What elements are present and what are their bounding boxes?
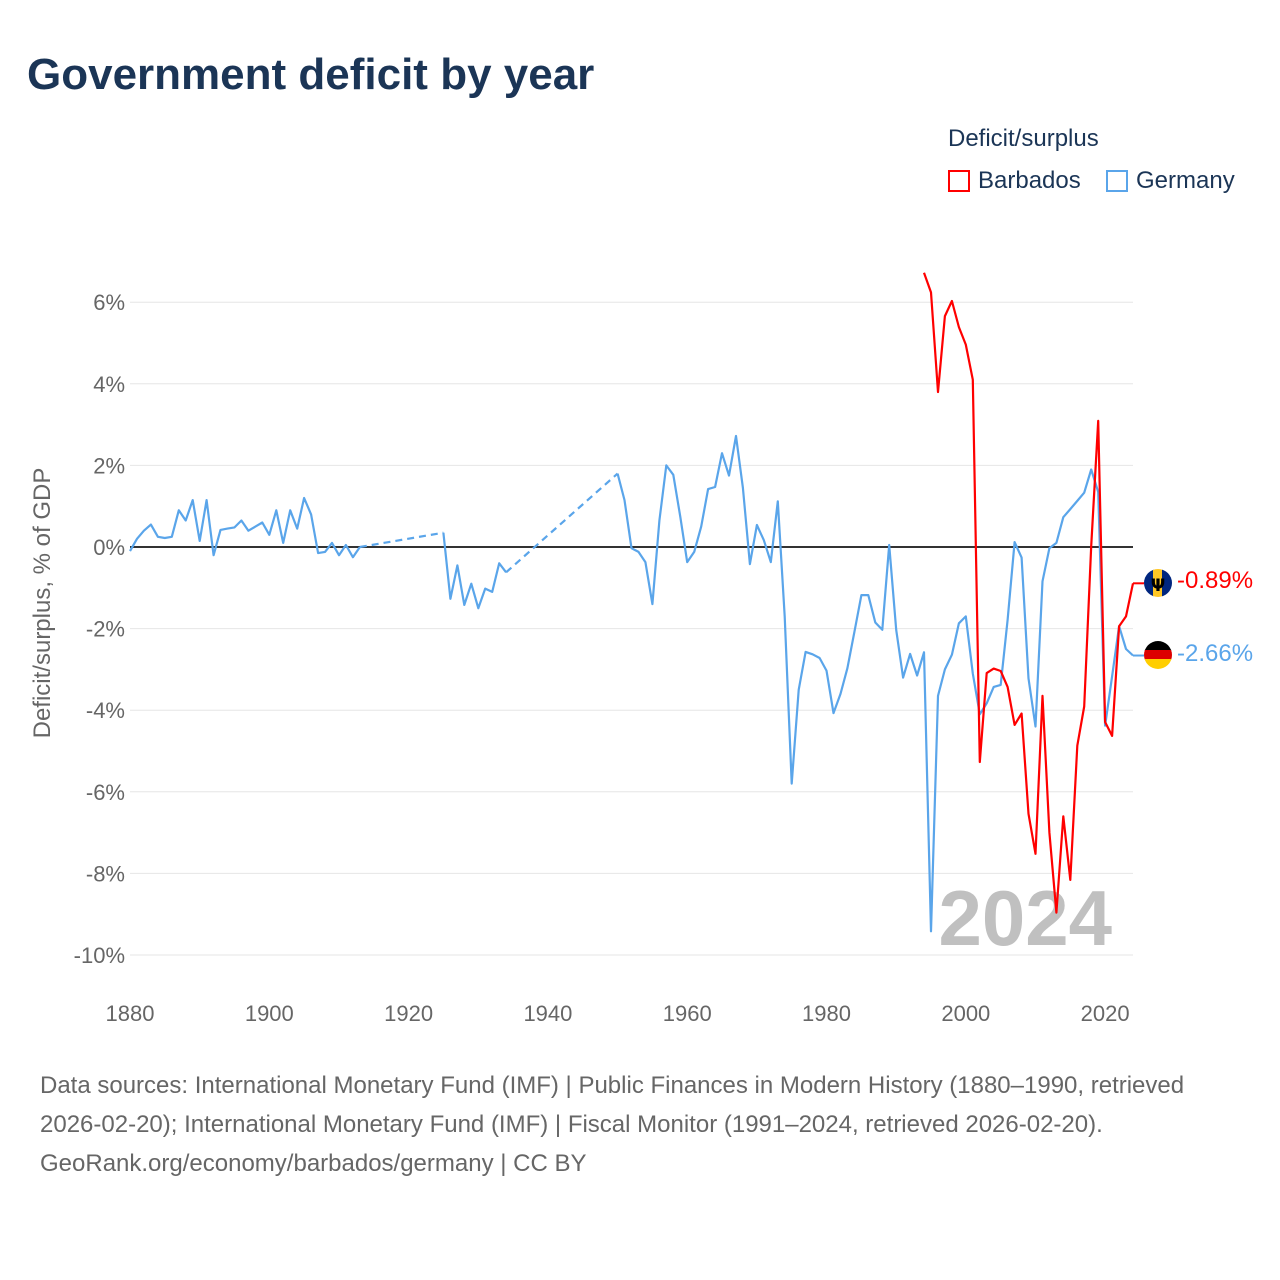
end-label-germany: -2.66% xyxy=(1177,640,1254,667)
y-tick-label: 6% xyxy=(93,290,125,315)
x-tick-label: 1940 xyxy=(523,1001,572,1026)
legend-swatch-germany xyxy=(1106,170,1128,192)
end-label-barbados: -0.89% xyxy=(1177,567,1254,594)
footer: Data sources: International Monetary Fun… xyxy=(40,1066,1240,1183)
svg-text:Ψ: Ψ xyxy=(1151,576,1165,596)
legend-label: Germany xyxy=(1136,167,1235,194)
y-tick-label: -6% xyxy=(86,780,125,805)
x-tick-label: 1920 xyxy=(384,1001,433,1026)
y-tick-label: -8% xyxy=(86,861,125,886)
y-tick-label: 4% xyxy=(93,372,125,397)
y-tick-label: -10% xyxy=(74,943,125,968)
year-watermark: 2024 xyxy=(938,874,1112,962)
legend-swatch-barbados xyxy=(948,170,970,192)
series-gap-germany xyxy=(505,472,619,574)
legend-label: Barbados xyxy=(978,167,1081,194)
legend-title: Deficit/surplus xyxy=(948,125,1099,152)
legend-item-germany[interactable]: Germany xyxy=(1106,167,1235,195)
y-tick-label: 0% xyxy=(93,535,125,560)
x-tick-label: 1900 xyxy=(245,1001,294,1026)
y-tick-label: -4% xyxy=(86,698,125,723)
y-axis-label: Deficit/surplus, % of GDP xyxy=(29,468,56,739)
series-line-germany xyxy=(616,434,1134,933)
y-tick-label: 2% xyxy=(93,453,125,478)
x-tick-label: 2020 xyxy=(1081,1001,1130,1026)
x-tick-label: 1880 xyxy=(106,1001,155,1026)
series-line-germany xyxy=(442,532,507,610)
x-tick-label: 1960 xyxy=(663,1001,712,1026)
series-line-germany xyxy=(129,496,361,559)
credit-link[interactable]: GeoRank.org/economy/barbados/germany | C… xyxy=(40,1150,587,1177)
data-sources: Data sources: International Monetary Fun… xyxy=(40,1072,1185,1138)
series-gap-germany xyxy=(359,531,444,549)
barbados-flag-icon: Ψ xyxy=(1144,569,1172,597)
x-tick-label: 2000 xyxy=(941,1001,990,1026)
germany-flag-icon xyxy=(1144,641,1172,669)
series-line-barbados xyxy=(922,272,1135,914)
legend-item-barbados[interactable]: Barbados xyxy=(948,167,1081,195)
x-tick-label: 1980 xyxy=(802,1001,851,1026)
chart-title: Government deficit by year xyxy=(27,50,595,99)
y-tick-label: -2% xyxy=(86,617,125,642)
